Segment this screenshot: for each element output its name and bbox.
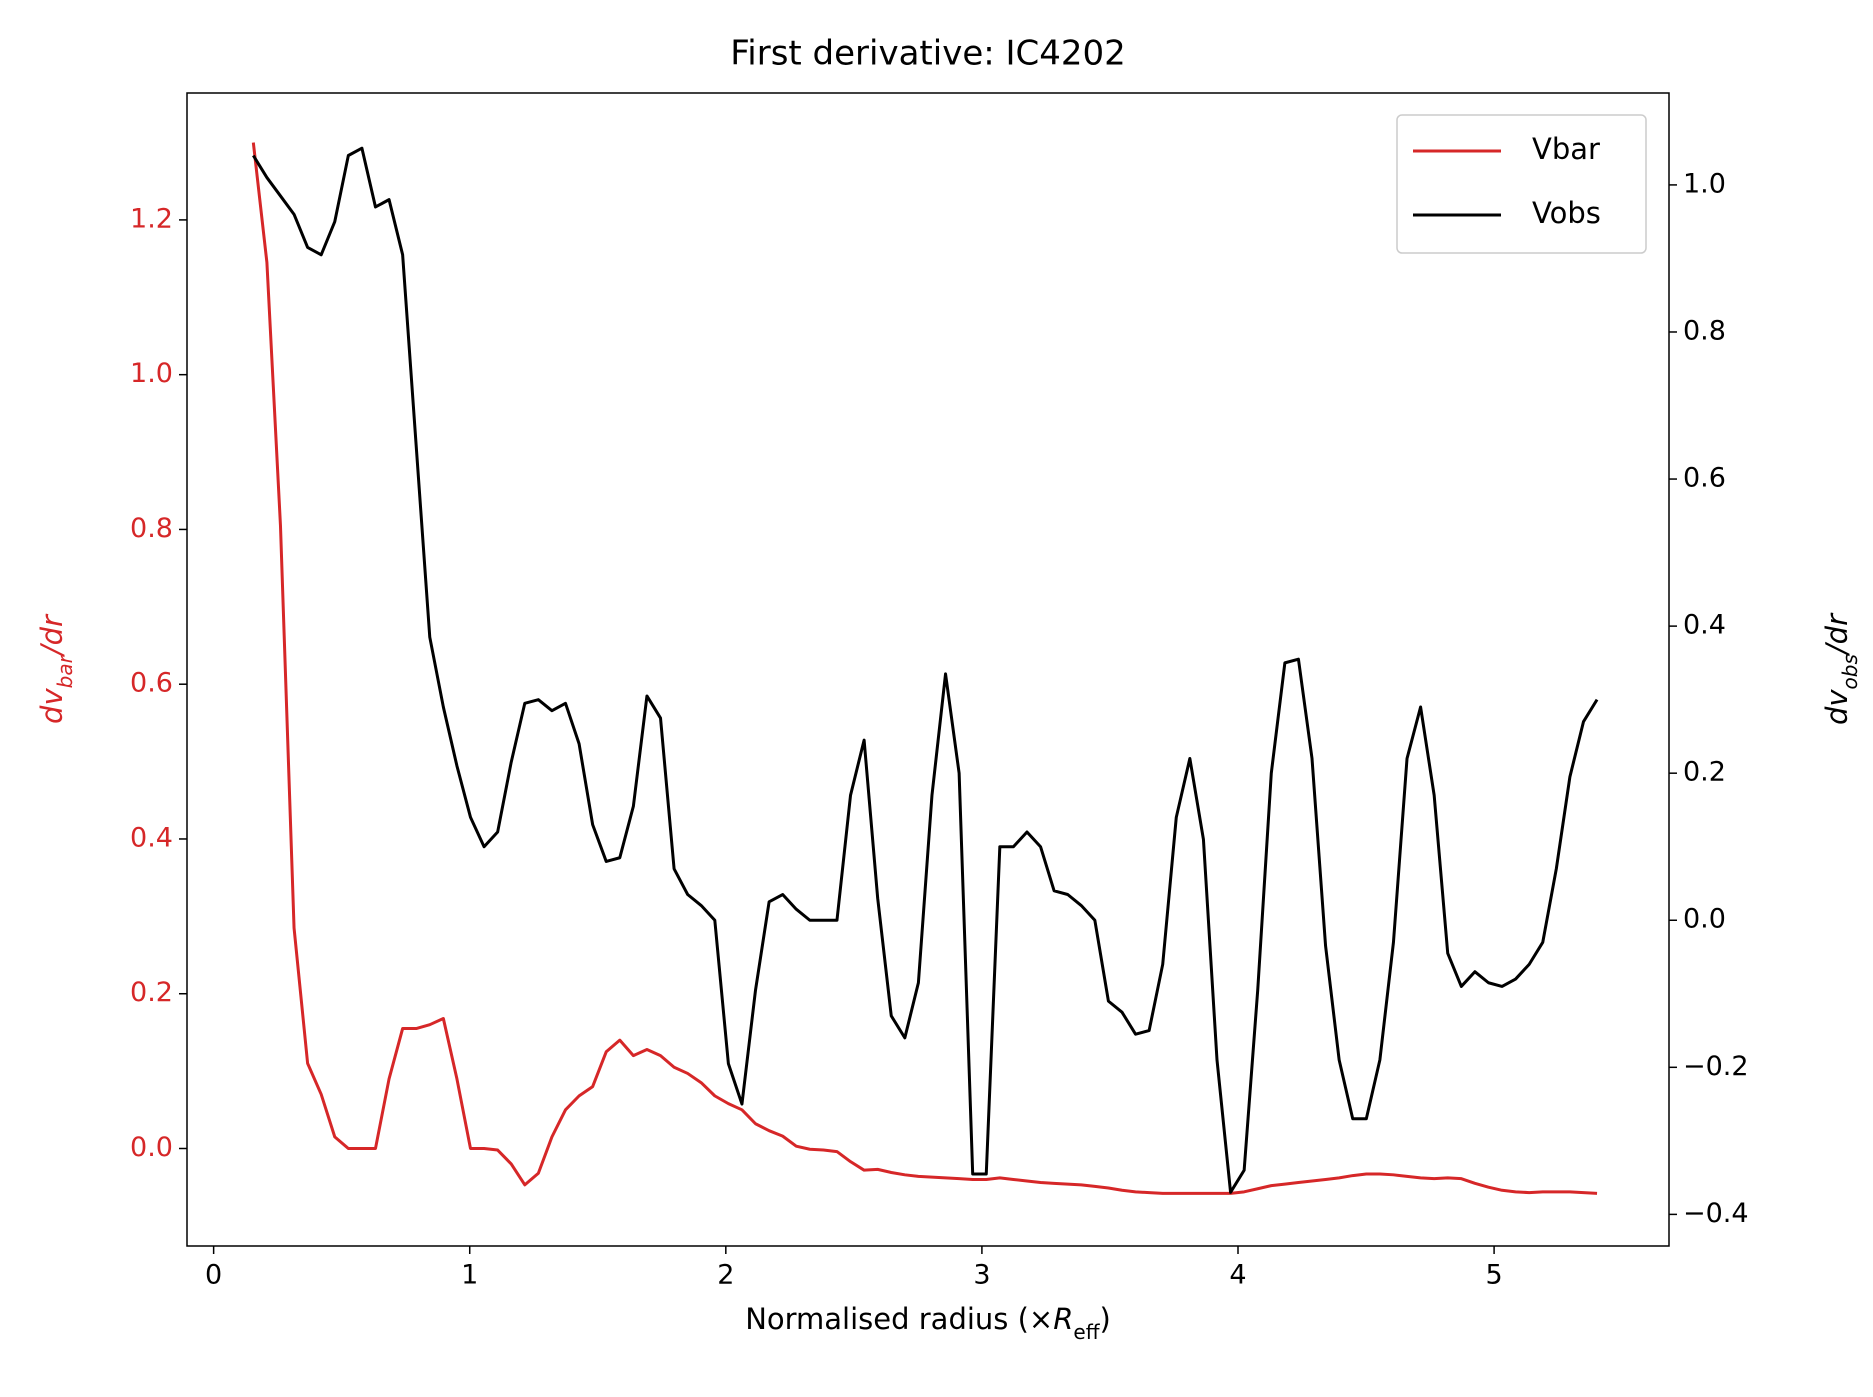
y2-tick-label: −0.2 <box>1683 1051 1749 1082</box>
x-tick-label: 1 <box>461 1260 478 1291</box>
y-tick-label: 0.6 <box>130 668 173 699</box>
y-tick-label: 0.8 <box>130 513 173 544</box>
legend-label: Vbar <box>1532 132 1600 166</box>
y2-tick-label: 0.4 <box>1683 610 1726 641</box>
y2-tick-label: −0.4 <box>1683 1198 1749 1229</box>
x-axis-label-part: ) <box>1099 1302 1110 1336</box>
y2-axis-label-part: obs <box>1838 654 1862 689</box>
x-tick-label: 3 <box>973 1260 990 1291</box>
y-tick-label: 0.4 <box>130 822 173 853</box>
y-tick-label: 1.2 <box>130 203 173 234</box>
y2-tick-label: 0.8 <box>1683 315 1726 346</box>
x-tick-label: 5 <box>1485 1260 1502 1291</box>
y-tick-label: 1.0 <box>130 358 173 389</box>
x-tick-label: 0 <box>205 1260 222 1291</box>
y-tick-label: 0.0 <box>130 1132 173 1163</box>
y-tick-label: 0.2 <box>130 977 173 1008</box>
y2-tick-label: 0.2 <box>1683 757 1726 788</box>
y2-axis-label-part: dv <box>1820 689 1854 725</box>
plot-frame <box>186 92 1670 1247</box>
y-axis-label-part: /dr <box>35 613 69 658</box>
data-line <box>251 142 1598 1195</box>
x-axis-label-part: eff <box>1073 1320 1100 1344</box>
legend-box <box>1396 114 1647 254</box>
y2-axis-label: dvobs/dr <box>1820 612 1862 725</box>
chart-title: First derivative: IC4202 <box>730 34 1126 74</box>
data-line <box>252 146 1599 1194</box>
y2-tick-label: 0.6 <box>1683 463 1726 494</box>
x-tick-label: 4 <box>1229 1260 1246 1291</box>
legend-label: Vobs <box>1532 196 1601 230</box>
y-axis-label-part: bar <box>53 653 77 688</box>
x-tick-label: 2 <box>717 1260 734 1291</box>
y2-tick-label: 1.0 <box>1683 168 1726 199</box>
y2-tick-label: 0.0 <box>1683 904 1726 935</box>
x-axis-label: Normalised radius (×Reff) <box>745 1302 1111 1344</box>
x-axis-label-part: Normalised radius (× <box>745 1302 1053 1336</box>
y2-axis-label-part: /dr <box>1820 612 1854 657</box>
y-axis-label: dvbar/dr <box>35 613 77 724</box>
y-axis-label-part: dv <box>35 688 69 724</box>
x-axis-label-part: R <box>1053 1302 1073 1336</box>
